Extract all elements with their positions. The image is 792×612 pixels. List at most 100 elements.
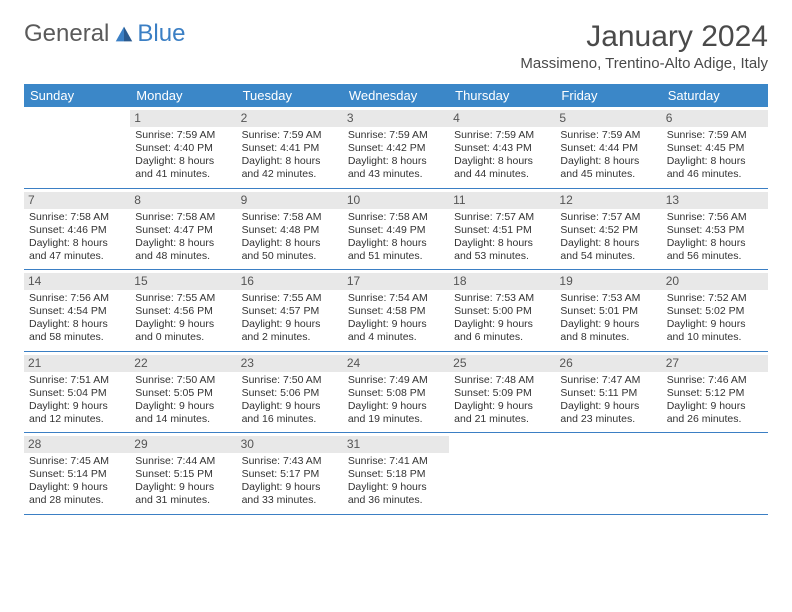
- day-of-week-header: SundayMondayTuesdayWednesdayThursdayFrid…: [24, 84, 768, 107]
- calendar-day: 4 Sunrise: 7:59 AMSunset: 4:43 PMDaylight…: [449, 107, 555, 188]
- daylight-text-2: and 8 minutes.: [560, 331, 656, 344]
- daylight-text-2: and 21 minutes.: [454, 413, 550, 426]
- daylight-text-1: Daylight: 8 hours: [29, 318, 125, 331]
- sunset-text: Sunset: 5:01 PM: [560, 305, 656, 318]
- daylight-text-2: and 0 minutes.: [135, 331, 231, 344]
- sunrise-text: Sunrise: 7:53 AM: [454, 292, 550, 305]
- day-number: 24: [343, 355, 449, 372]
- calendar: SundayMondayTuesdayWednesdayThursdayFrid…: [24, 84, 768, 515]
- daylight-text-1: Daylight: 8 hours: [454, 155, 550, 168]
- sunset-text: Sunset: 5:02 PM: [667, 305, 763, 318]
- calendar-day: 10Sunrise: 7:58 AMSunset: 4:49 PMDayligh…: [343, 189, 449, 270]
- daylight-text-1: Daylight: 9 hours: [242, 400, 338, 413]
- sunset-text: Sunset: 4:51 PM: [454, 224, 550, 237]
- calendar-day: [662, 433, 768, 514]
- daylight-text-1: Daylight: 8 hours: [348, 237, 444, 250]
- logo-word-2: Blue: [137, 20, 185, 48]
- day-number: 30: [237, 436, 343, 453]
- sunset-text: Sunset: 4:40 PM: [135, 142, 231, 155]
- calendar-day: 7Sunrise: 7:58 AMSunset: 4:46 PMDaylight…: [24, 189, 130, 270]
- sunrise-text: Sunrise: 7:56 AM: [29, 292, 125, 305]
- calendar-day: 25Sunrise: 7:48 AMSunset: 5:09 PMDayligh…: [449, 352, 555, 433]
- sunrise-text: Sunrise: 7:50 AM: [242, 374, 338, 387]
- daylight-text-2: and 28 minutes.: [29, 494, 125, 507]
- day-number: 6: [662, 110, 768, 127]
- calendar-week: 14Sunrise: 7:56 AMSunset: 4:54 PMDayligh…: [24, 270, 768, 352]
- day-number: 21: [24, 355, 130, 372]
- sunset-text: Sunset: 4:57 PM: [242, 305, 338, 318]
- sunset-text: Sunset: 5:00 PM: [454, 305, 550, 318]
- sunset-text: Sunset: 4:41 PM: [242, 142, 338, 155]
- sunset-text: Sunset: 4:43 PM: [454, 142, 550, 155]
- logo-icon: [113, 23, 135, 45]
- daylight-text-1: Daylight: 9 hours: [242, 481, 338, 494]
- daylight-text-2: and 31 minutes.: [135, 494, 231, 507]
- sunset-text: Sunset: 4:46 PM: [29, 224, 125, 237]
- calendar-day: 31Sunrise: 7:41 AMSunset: 5:18 PMDayligh…: [343, 433, 449, 514]
- sunset-text: Sunset: 5:06 PM: [242, 387, 338, 400]
- daylight-text-2: and 12 minutes.: [29, 413, 125, 426]
- day-number: 27: [662, 355, 768, 372]
- day-number: 23: [237, 355, 343, 372]
- calendar-day: 23 Sunrise: 7:50 AMSunset: 5:06 PMDayligh…: [237, 352, 343, 433]
- sunrise-text: Sunrise: 7:41 AM: [348, 455, 444, 468]
- daylight-text-2: and 58 minutes.: [29, 331, 125, 344]
- sunrise-text: Sunrise: 7:59 AM: [135, 129, 231, 142]
- sunrise-text: Sunrise: 7:50 AM: [135, 374, 231, 387]
- day-number: 13: [662, 192, 768, 209]
- calendar-week: 1Sunrise: 7:59 AMSunset: 4:40 PMDaylight…: [24, 107, 768, 189]
- day-number: 14: [24, 273, 130, 290]
- calendar-day: 19Sunrise: 7:53 AMSunset: 5:01 PMDayligh…: [555, 270, 661, 351]
- calendar-week: 21Sunrise: 7:51 AMSunset: 5:04 PMDayligh…: [24, 352, 768, 434]
- sunset-text: Sunset: 5:12 PM: [667, 387, 763, 400]
- day-number: 31: [343, 436, 449, 453]
- sunset-text: Sunset: 4:58 PM: [348, 305, 444, 318]
- sunrise-text: Sunrise: 7:45 AM: [29, 455, 125, 468]
- sunset-text: Sunset: 5:09 PM: [454, 387, 550, 400]
- sunrise-text: Sunrise: 7:59 AM: [560, 129, 656, 142]
- daylight-text-1: Daylight: 9 hours: [348, 318, 444, 331]
- calendar-day: 24Sunrise: 7:49 AMSunset: 5:08 PMDayligh…: [343, 352, 449, 433]
- dow-cell: Tuesday: [237, 84, 343, 107]
- daylight-text-1: Daylight: 9 hours: [135, 318, 231, 331]
- daylight-text-2: and 6 minutes.: [454, 331, 550, 344]
- sunrise-text: Sunrise: 7:56 AM: [667, 211, 763, 224]
- day-number: 4: [449, 110, 555, 127]
- calendar-day: 6Sunrise: 7:59 AMSunset: 4:45 PMDaylight…: [662, 107, 768, 188]
- title-block: January 2024 Massimeno, Trentino-Alto Ad…: [520, 20, 768, 72]
- day-number: 9: [237, 192, 343, 209]
- sunrise-text: Sunrise: 7:49 AM: [348, 374, 444, 387]
- sunrise-text: Sunrise: 7:57 AM: [560, 211, 656, 224]
- calendar-day: 16Sunrise: 7:55 AMSunset: 4:57 PMDayligh…: [237, 270, 343, 351]
- calendar-day: 3Sunrise: 7:59 AMSunset: 4:42 PMDaylight…: [343, 107, 449, 188]
- calendar-day: 20Sunrise: 7:52 AMSunset: 5:02 PMDayligh…: [662, 270, 768, 351]
- daylight-text-2: and 2 minutes.: [242, 331, 338, 344]
- calendar-day: 12Sunrise: 7:57 AMSunset: 4:52 PMDayligh…: [555, 189, 661, 270]
- daylight-text-1: Daylight: 9 hours: [667, 400, 763, 413]
- daylight-text-1: Daylight: 8 hours: [135, 155, 231, 168]
- dow-cell: Wednesday: [343, 84, 449, 107]
- sunset-text: Sunset: 5:11 PM: [560, 387, 656, 400]
- calendar-day: 17Sunrise: 7:54 AMSunset: 4:58 PMDayligh…: [343, 270, 449, 351]
- day-number: 28: [24, 436, 130, 453]
- sunset-text: Sunset: 5:04 PM: [29, 387, 125, 400]
- daylight-text-2: and 50 minutes.: [242, 250, 338, 263]
- daylight-text-1: Daylight: 9 hours: [348, 400, 444, 413]
- daylight-text-1: Daylight: 9 hours: [454, 318, 550, 331]
- sunrise-text: Sunrise: 7:59 AM: [454, 129, 550, 142]
- sunset-text: Sunset: 5:14 PM: [29, 468, 125, 481]
- daylight-text-1: Daylight: 9 hours: [454, 400, 550, 413]
- sunset-text: Sunset: 4:52 PM: [560, 224, 656, 237]
- calendar-day: [24, 107, 130, 188]
- calendar-day: 27Sunrise: 7:46 AMSunset: 5:12 PMDayligh…: [662, 352, 768, 433]
- sunrise-text: Sunrise: 7:59 AM: [348, 129, 444, 142]
- sunrise-text: Sunrise: 7:55 AM: [135, 292, 231, 305]
- sunrise-text: Sunrise: 7:52 AM: [667, 292, 763, 305]
- calendar-week: 7Sunrise: 7:58 AMSunset: 4:46 PMDaylight…: [24, 189, 768, 271]
- calendar-day: 5Sunrise: 7:59 AMSunset: 4:44 PMDaylight…: [555, 107, 661, 188]
- daylight-text-1: Daylight: 9 hours: [242, 318, 338, 331]
- daylight-text-2: and 19 minutes.: [348, 413, 444, 426]
- calendar-day: 26Sunrise: 7:47 AMSunset: 5:11 PMDayligh…: [555, 352, 661, 433]
- daylight-text-1: Daylight: 8 hours: [667, 155, 763, 168]
- daylight-text-2: and 42 minutes.: [242, 168, 338, 181]
